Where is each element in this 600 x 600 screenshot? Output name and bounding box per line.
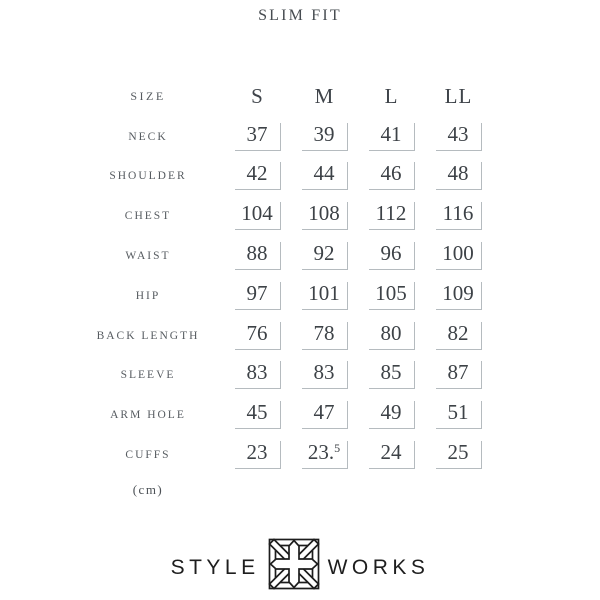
size-cell: 48 [435, 162, 482, 191]
size-cell: 101 [301, 281, 348, 310]
size-cell: 51 [435, 401, 482, 430]
size-cell: 39 [301, 122, 348, 151]
header-size-label: SIZE [130, 89, 166, 104]
size-cell: 109 [435, 281, 482, 310]
size-cell: 78 [301, 321, 348, 350]
size-cell: 104 [234, 202, 281, 231]
table-row: CUFFS 23 23.5 24 25 [94, 435, 492, 475]
unit-label: (cm) [132, 481, 164, 497]
size-cell: 44 [301, 162, 348, 191]
logo: STYLE WORKS [0, 536, 600, 592]
unit-row: (cm) [94, 475, 492, 505]
size-cell: 42 [234, 162, 281, 191]
row-label: CHEST [124, 210, 172, 223]
interlaced-knot-icon [266, 536, 322, 592]
size-cell: 116 [435, 202, 482, 231]
size-cell: 76 [234, 321, 281, 350]
size-cell: 43 [435, 122, 482, 151]
size-column-letter: S [251, 84, 264, 109]
size-cell: 80 [368, 321, 415, 350]
table-row: HIP 97 101 105 109 [94, 276, 492, 316]
table-row: NECK 37 39 41 43 [94, 117, 492, 157]
size-cell: 23 [234, 441, 281, 470]
size-cell: 92 [301, 242, 348, 271]
row-label: ARM HOLE [110, 409, 186, 422]
table-row: ARM HOLE 45 47 49 51 [94, 395, 492, 435]
table-row: CHEST 104 108 112 116 [94, 196, 492, 236]
size-cell: 37 [234, 122, 281, 151]
size-column-letter: LL [444, 84, 473, 109]
size-cell: 108 [301, 202, 348, 231]
size-cell: 96 [368, 242, 415, 271]
size-table: SIZE S M L LL NECK 37 39 41 43 SHOULDER 42 44 46 48 C… [94, 77, 492, 505]
size-cell: 41 [368, 122, 415, 151]
size-cell: 83 [234, 361, 281, 390]
size-cell: 87 [435, 361, 482, 390]
size-cell: 47 [301, 401, 348, 430]
size-column-letter: M [314, 84, 335, 109]
table-row: SLEEVE 83 83 85 87 [94, 356, 492, 396]
row-label: SLEEVE [120, 369, 176, 382]
size-cell: 82 [435, 321, 482, 350]
row-label: WAIST [125, 250, 171, 263]
size-cell: 46 [368, 162, 415, 191]
size-cell: 85 [368, 361, 415, 390]
size-cell: 105 [368, 281, 415, 310]
size-cell: 97 [234, 281, 281, 310]
table-row: SHOULDER 42 44 46 48 [94, 157, 492, 197]
table-row: BACK LENGTH 76 78 80 82 [94, 316, 492, 356]
size-cell: 88 [234, 242, 281, 271]
logo-text-style: STYLE [170, 556, 260, 579]
row-label: NECK [128, 130, 168, 143]
size-cell: 23.5 [301, 441, 348, 470]
size-column-letter: L [384, 84, 399, 109]
row-label: CUFFS [125, 449, 171, 462]
table-row: WAIST 88 92 96 100 [94, 236, 492, 276]
row-label: HIP [135, 289, 161, 302]
size-cell: 100 [435, 242, 482, 271]
size-cell: 112 [368, 202, 415, 231]
size-cell: 83 [301, 361, 348, 390]
table-header-row: SIZE S M L LL [94, 77, 492, 117]
size-cell: 45 [234, 401, 281, 430]
size-chart-title: SLIM FIT [258, 7, 342, 24]
size-cell: 24 [368, 441, 415, 470]
row-label: BACK LENGTH [96, 329, 200, 342]
size-cell: 49 [368, 401, 415, 430]
row-label: SHOULDER [109, 170, 187, 183]
size-cell: 25 [435, 441, 482, 470]
logo-text-works: WORKS [327, 556, 430, 579]
